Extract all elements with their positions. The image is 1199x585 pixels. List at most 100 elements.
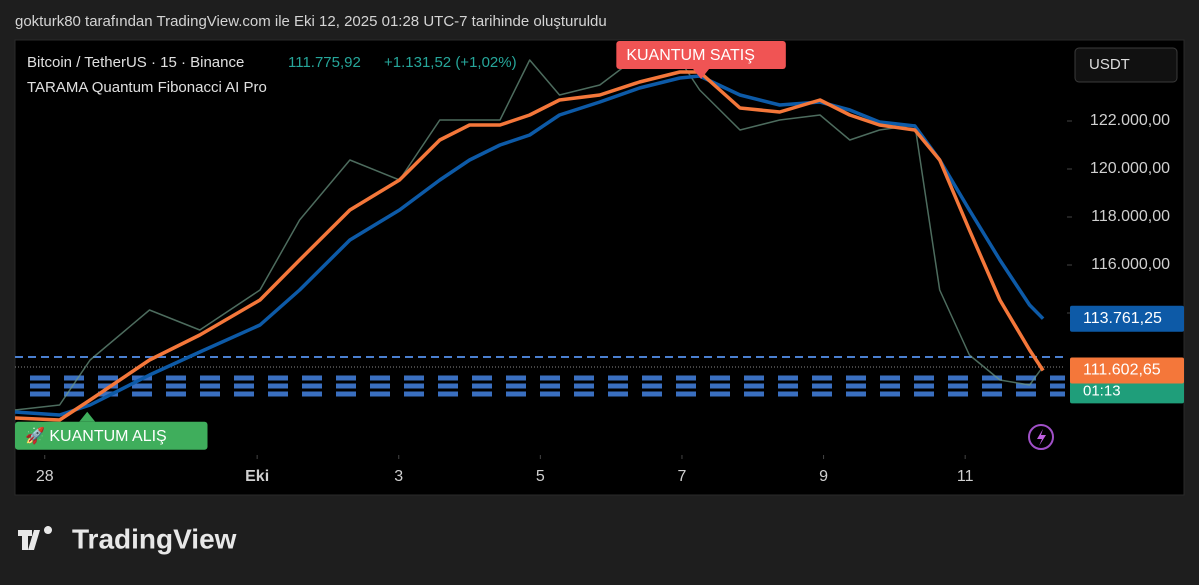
last-value-box <box>1070 305 1184 332</box>
level-block <box>948 383 968 389</box>
level-block <box>166 375 186 381</box>
level-block <box>336 391 356 397</box>
x-tick-label: 5 <box>536 468 545 485</box>
level-block <box>438 391 458 397</box>
level-block <box>370 383 390 389</box>
level-block <box>200 391 220 397</box>
level-block <box>778 391 798 397</box>
level-block <box>472 383 492 389</box>
logo: TradingView <box>18 523 237 554</box>
level-block <box>744 383 764 389</box>
legend-price: 111.775,92 <box>288 54 361 71</box>
legend-change: +1.131,52 (+1,02%) <box>384 54 517 71</box>
currency-label: USDT <box>1089 56 1130 73</box>
logo-text: TradingView <box>72 523 237 554</box>
level-block <box>404 375 424 381</box>
caption: gokturk80 tarafından TradingView.com ile… <box>15 13 607 30</box>
levels <box>15 356 1065 397</box>
level-block <box>676 375 696 381</box>
level-block <box>574 383 594 389</box>
level-block <box>234 375 254 381</box>
level-block <box>506 375 526 381</box>
level-block <box>846 375 866 381</box>
level-block <box>404 383 424 389</box>
level-block <box>710 375 730 381</box>
level-block <box>1016 375 1036 381</box>
level-block <box>472 375 492 381</box>
level-block <box>1016 391 1036 397</box>
level-block <box>778 383 798 389</box>
level-block <box>574 375 594 381</box>
level-block <box>812 391 832 397</box>
level-block <box>914 375 934 381</box>
annotation-text: 🚀 KUANTUM ALIŞ <box>25 426 167 445</box>
y-tick-label: 118.000,00 <box>1091 208 1170 225</box>
level-block <box>506 383 526 389</box>
level-block <box>472 391 492 397</box>
annotation-box <box>15 421 208 450</box>
symbol: Bitcoin / TetherUS · 15 · Binance <box>27 54 244 71</box>
level-block <box>64 383 84 389</box>
indicator-name: TARAMA Quantum Fibonacci AI Pro <box>27 79 267 96</box>
level-block <box>642 391 662 397</box>
level-block <box>676 383 696 389</box>
level-block <box>744 391 764 397</box>
series-line <box>15 70 1045 422</box>
level-block <box>200 375 220 381</box>
level-block <box>64 391 84 397</box>
level-block <box>166 391 186 397</box>
level-block <box>880 375 900 381</box>
x-tick-label: 9 <box>819 468 828 485</box>
level-block <box>540 383 560 389</box>
alert-icon[interactable] <box>1028 424 1054 450</box>
level-block <box>608 375 628 381</box>
level-block <box>200 383 220 389</box>
level-block <box>846 391 866 397</box>
level-block <box>370 391 390 397</box>
level-block <box>234 391 254 397</box>
level-block <box>778 375 798 381</box>
level-block <box>982 391 1002 397</box>
currency-button[interactable] <box>1074 47 1178 83</box>
last-value-label: 113.761,25 <box>1083 310 1162 327</box>
series-line <box>15 54 1044 411</box>
level-block <box>1050 391 1065 397</box>
level-block <box>30 383 50 389</box>
level-block <box>1050 383 1065 389</box>
level-block <box>540 391 560 397</box>
level-block <box>744 375 764 381</box>
level-block <box>370 375 390 381</box>
level-block <box>438 375 458 381</box>
level-block <box>404 391 424 397</box>
bolt <box>1037 429 1046 446</box>
level-block <box>948 391 968 397</box>
x-tick-label: Eki <box>245 468 269 485</box>
level-block <box>710 383 730 389</box>
level-block <box>812 383 832 389</box>
logo-mark <box>18 526 52 550</box>
level-block <box>30 375 50 381</box>
level-block <box>336 375 356 381</box>
last-value-label: 111.602,65 <box>1083 362 1161 379</box>
level-block <box>302 391 322 397</box>
level-block <box>1016 383 1036 389</box>
last-value-box <box>1070 357 1184 384</box>
level-block <box>540 375 560 381</box>
level-block <box>234 383 254 389</box>
level-block <box>268 391 288 397</box>
plot <box>15 54 1045 422</box>
level-block <box>574 391 594 397</box>
level-block <box>710 391 730 397</box>
y-tick-label: 120.000,00 <box>1090 160 1170 177</box>
level-block <box>608 383 628 389</box>
x-tick-label: 3 <box>394 468 403 485</box>
level-block <box>98 375 118 381</box>
level-block <box>268 375 288 381</box>
level-block <box>812 375 832 381</box>
level-block <box>64 375 84 381</box>
level-block <box>608 391 628 397</box>
level-block <box>948 375 968 381</box>
level-block <box>914 391 934 397</box>
level-block <box>880 383 900 389</box>
chart-panel <box>14 39 1185 496</box>
